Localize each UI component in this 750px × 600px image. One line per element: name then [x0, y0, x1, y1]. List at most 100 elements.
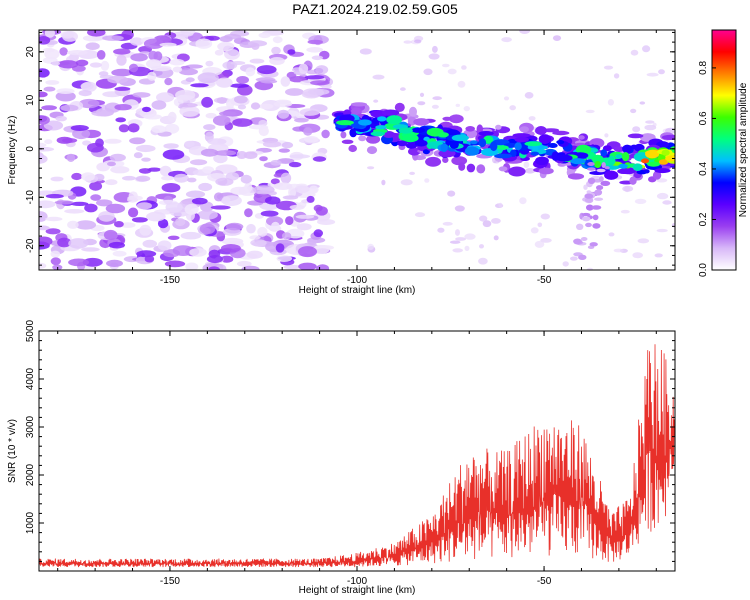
heatmap-cell — [82, 257, 103, 267]
heatmap-cell — [167, 111, 177, 123]
heatmap-cell — [68, 238, 89, 249]
heatmap-cell — [594, 161, 602, 168]
heatmap-cell — [114, 221, 124, 228]
heatmap-cell — [298, 246, 317, 258]
heatmap-cell — [96, 199, 113, 207]
heatmap-cell — [258, 32, 271, 39]
heatmap-cell — [39, 154, 48, 164]
heatmap-cell — [523, 161, 530, 168]
heatmap-cell — [127, 197, 138, 203]
heatmap-cell — [409, 171, 415, 175]
heatmap-cell — [199, 223, 216, 235]
heatmap-cell — [115, 117, 126, 123]
heatmap-cell — [556, 140, 565, 145]
heatmap-cell — [270, 178, 280, 185]
heatmap-cell — [310, 80, 330, 86]
heatmap-cell — [622, 144, 633, 154]
heatmap-cell — [250, 102, 261, 110]
heatmap-cell — [195, 38, 213, 49]
heatmap-cell — [189, 248, 207, 257]
heatmap-cell — [45, 216, 63, 222]
heatmap-cell — [652, 170, 662, 180]
snr-y-axis: 1000 2000 3000 4000 5000 — [25, 319, 675, 572]
heatmap-cell — [202, 166, 215, 174]
heatmap-cell — [449, 240, 461, 244]
heatmap-cell — [313, 204, 323, 212]
heatmap-cell — [634, 198, 647, 204]
heatmap-x-axis: -150 -100 -50 — [57, 30, 657, 286]
heatmap-cell — [207, 138, 227, 145]
heatmap-cell — [465, 126, 476, 132]
heatmap-cell — [604, 133, 609, 138]
heatmap-cell — [130, 37, 144, 46]
heatmap-cell — [455, 237, 467, 241]
heatmap-cell — [107, 161, 116, 167]
heatmap-cell — [251, 42, 260, 50]
heatmap-cell — [256, 65, 277, 75]
heatmap-cell — [510, 149, 517, 157]
y-tick-label: 2000 — [25, 463, 36, 486]
colorbar: 0.0 0.2 0.4 0.6 0.8 Normalized spectral ampl… — [698, 29, 749, 277]
heatmap-cell — [630, 144, 638, 150]
heatmap-cell — [175, 89, 196, 101]
heatmap-cell — [103, 229, 118, 241]
heatmap-cell — [656, 141, 669, 148]
heatmap-cell — [113, 48, 131, 55]
heatmap-cell — [39, 236, 53, 247]
heatmap-cell — [366, 146, 378, 155]
heatmap-cell — [524, 92, 534, 99]
heatmap-cell — [277, 109, 290, 119]
heatmap-cell — [400, 179, 413, 186]
heatmap-cell — [454, 205, 465, 212]
heatmap-cell — [143, 38, 165, 49]
heatmap-cell — [442, 63, 450, 68]
heatmap-cell — [303, 127, 313, 136]
heatmap-cell — [67, 50, 88, 56]
heatmap-cell — [458, 162, 466, 171]
heatmap-cell — [64, 209, 85, 214]
heatmap-cell — [464, 245, 470, 251]
heatmap-cell — [479, 215, 488, 222]
heatmap-cell — [599, 176, 604, 182]
heatmap-cell — [135, 144, 156, 153]
heatmap-cell — [172, 66, 183, 73]
heatmap-cell — [222, 61, 238, 70]
heatmap-cell — [237, 104, 247, 110]
heatmap-cell — [367, 166, 375, 170]
heatmap-cell — [157, 218, 169, 229]
heatmap-cell — [397, 140, 408, 147]
heatmap-cell — [366, 135, 381, 144]
heatmap-cell — [478, 131, 494, 136]
heatmap-cell — [503, 96, 510, 101]
heatmap-cell — [491, 218, 501, 224]
heatmap-cell — [212, 115, 231, 126]
heatmap-cell — [409, 106, 417, 117]
heatmap-cell — [464, 146, 480, 156]
heatmap-cell — [230, 83, 249, 88]
heatmap-cell — [600, 149, 608, 157]
heatmap-cell — [102, 35, 124, 41]
heatmap-cell — [604, 166, 610, 170]
colorbar-gradient — [711, 29, 737, 271]
heatmap-cell — [45, 194, 64, 199]
heatmap-cell — [607, 155, 616, 166]
heatmap-cell — [249, 58, 265, 64]
heatmap-cell — [248, 124, 269, 130]
heatmap-cell — [403, 40, 412, 44]
snr-x-axis: -150 -100 -50 — [57, 331, 657, 587]
heatmap-cell — [476, 124, 483, 134]
heatmap-cell — [512, 133, 531, 138]
heatmap-cell — [57, 60, 79, 69]
heatmap-cell — [78, 90, 92, 97]
heatmap-cell — [133, 152, 143, 159]
heatmap-cell — [240, 174, 252, 184]
heatmap-cell — [442, 157, 449, 163]
heatmap-cell — [253, 185, 275, 195]
heatmap-cell — [221, 195, 242, 207]
heatmap-cell — [414, 212, 426, 218]
heatmap-cell — [181, 200, 195, 205]
heatmap-cell — [552, 35, 562, 41]
heatmap-cell — [217, 41, 235, 52]
heatmap-cell — [141, 157, 151, 162]
heatmap-cell — [658, 69, 665, 75]
